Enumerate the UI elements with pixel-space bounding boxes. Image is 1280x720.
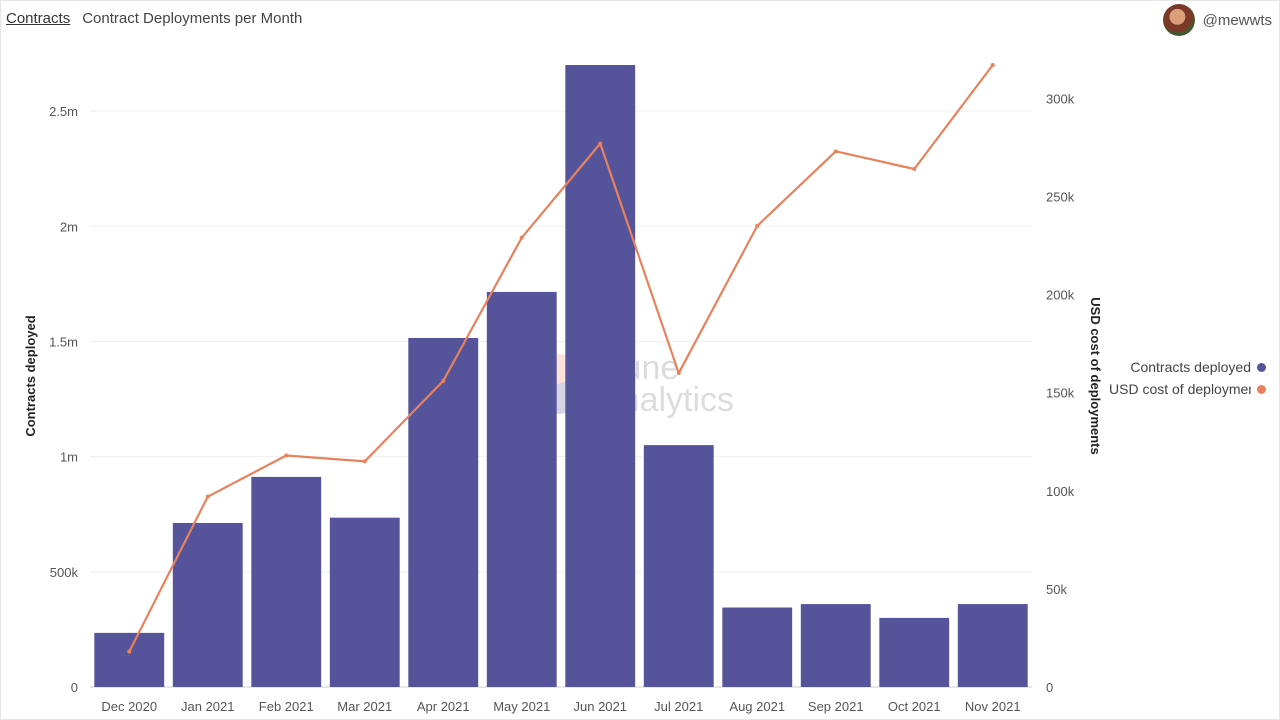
usd-cost-point[interactable] <box>598 141 603 146</box>
gridlines <box>90 110 1032 688</box>
bar-jan-2021[interactable] <box>172 522 243 687</box>
x-tick-label: Dec 2020 <box>101 699 157 714</box>
breadcrumb-contracts-link[interactable]: Contracts <box>6 9 71 27</box>
right-axis-label: USD cost of deployments <box>1088 297 1103 454</box>
right-y-tick-label: 50k <box>1046 582 1067 597</box>
x-tick-label: Aug 2021 <box>729 699 785 714</box>
avatar-icon[interactable] <box>1162 4 1195 36</box>
x-tick-label: Sep 2021 <box>808 699 864 714</box>
bar-dec-2020[interactable] <box>94 632 165 687</box>
right-axis-ticks: 0 50k 100k 150k 200k 250k 300k <box>1046 91 1075 695</box>
usd-cost-line[interactable] <box>128 64 994 653</box>
legend-item-usd-cost[interactable]: USD cost of deployments <box>1102 378 1266 400</box>
usd-cost-point[interactable] <box>205 494 210 499</box>
left-axis-ticks: 0 500k 1m 1.5m 2m 2.5m <box>49 104 78 695</box>
legend-label-usd-cost: USD cost of deployments <box>1109 381 1251 397</box>
usd-cost-point[interactable] <box>127 649 132 654</box>
bar-mar-2021[interactable] <box>329 517 400 687</box>
line-series <box>127 63 995 654</box>
legend-dot-contracts <box>1257 362 1266 372</box>
usd-cost-point[interactable] <box>441 378 446 383</box>
right-y-tick-label: 100k <box>1046 484 1075 499</box>
bar-jun-2021[interactable] <box>565 65 636 687</box>
left-y-tick-label: 1.5m <box>49 334 78 349</box>
usd-cost-point[interactable] <box>755 223 760 228</box>
right-y-tick-label: 300k <box>1046 91 1075 106</box>
usd-cost-point[interactable] <box>519 235 524 240</box>
usd-cost-point[interactable] <box>676 371 681 376</box>
user-handle[interactable]: @mewwts <box>1202 11 1272 29</box>
bar-oct-2021[interactable] <box>879 617 950 687</box>
bar-series <box>94 65 1028 687</box>
left-y-tick-label: 1m <box>60 450 78 465</box>
bar-aug-2021[interactable] <box>722 607 793 687</box>
x-tick-label: Jun 2021 <box>574 699 628 714</box>
legend-dot-usd-cost <box>1257 384 1266 394</box>
bar-feb-2021[interactable] <box>251 476 322 687</box>
x-axis-ticks: Dec 2020 Jan 2021 Feb 2021 Mar 2021 Apr 2021… <box>101 699 1020 714</box>
chart-legend: Contracts deployed USD cost of deploymen… <box>1102 356 1266 400</box>
right-y-tick-label: 0 <box>1046 680 1053 695</box>
chart-header: Contracts Contract Deployments per Month <box>6 8 302 28</box>
left-y-tick-label: 2m <box>60 219 78 234</box>
chart-title: Contract Deployments per Month <box>82 9 303 27</box>
right-y-tick-label: 200k <box>1046 288 1075 303</box>
legend-item-contracts[interactable]: Contracts deployed <box>1102 356 1266 378</box>
legend-label-contracts: Contracts deployed <box>1130 359 1251 375</box>
usd-cost-point[interactable] <box>912 166 917 171</box>
bar-may-2021[interactable] <box>486 291 557 687</box>
x-tick-label: May 2021 <box>493 699 550 714</box>
bar-apr-2021[interactable] <box>408 337 479 687</box>
bar-sep-2021[interactable] <box>800 604 871 687</box>
right-y-tick-label: 250k <box>1046 189 1075 204</box>
x-tick-label: Jul 2021 <box>654 699 703 714</box>
bar-nov-2021[interactable] <box>957 604 1028 687</box>
usd-cost-point[interactable] <box>833 149 838 154</box>
usd-cost-point[interactable] <box>362 459 367 464</box>
left-y-tick-label: 0 <box>71 680 78 695</box>
usd-cost-point[interactable] <box>990 63 995 67</box>
left-y-tick-label: 500k <box>50 565 79 580</box>
x-tick-label: Jan 2021 <box>181 699 235 714</box>
bar-jul-2021[interactable] <box>643 445 714 687</box>
x-tick-label: Nov 2021 <box>965 699 1021 714</box>
left-axis-label: Contracts deployed <box>23 315 38 436</box>
right-y-tick-label: 150k <box>1046 386 1075 401</box>
x-tick-label: Mar 2021 <box>337 699 392 714</box>
x-tick-label: Oct 2021 <box>888 699 941 714</box>
x-tick-label: Feb 2021 <box>259 699 314 714</box>
usd-cost-point[interactable] <box>284 453 289 458</box>
user-profile[interactable]: @mewwts <box>1162 4 1272 36</box>
x-tick-label: Apr 2021 <box>417 699 470 714</box>
left-y-tick-label: 2.5m <box>49 104 78 119</box>
